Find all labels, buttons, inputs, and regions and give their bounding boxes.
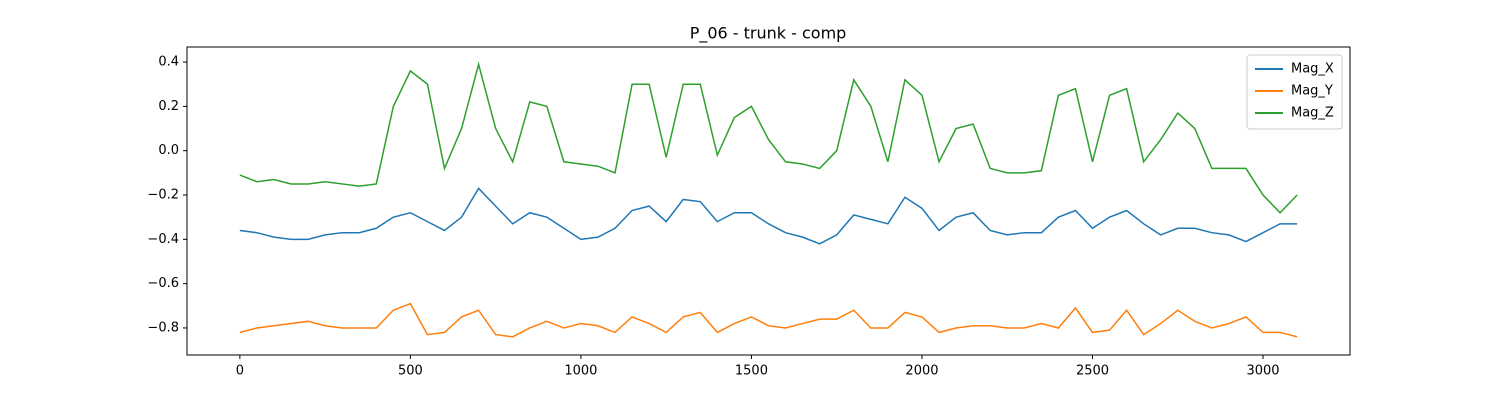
y-tick-label: 0.4	[158, 55, 179, 70]
y-tick-label: −0.6	[147, 276, 179, 291]
legend-label: Mag_Z	[1291, 106, 1334, 121]
x-tick-label: 500	[398, 364, 423, 379]
series-line	[239, 187, 1298, 245]
y-tick-label: 0.2	[158, 99, 179, 114]
x-tick-label: 2000	[905, 364, 938, 379]
series-line	[239, 61, 1298, 214]
chart-title: P_06 - trunk - comp	[690, 24, 847, 44]
series-line	[239, 302, 1298, 338]
x-tick-label: 3000	[1246, 364, 1279, 379]
y-tick-label: −0.8	[147, 320, 179, 335]
y-tick-label: −0.4	[147, 232, 179, 247]
x-tick-label: 1000	[564, 364, 597, 379]
plot-frame	[186, 46, 1351, 356]
x-tick-label: 0	[236, 364, 244, 379]
x-tick-label: 1500	[735, 364, 768, 379]
legend-box	[1246, 54, 1343, 130]
y-tick-label: −0.2	[147, 188, 179, 203]
x-tick-label: 2500	[1076, 364, 1109, 379]
legend-label: Mag_Y	[1291, 84, 1333, 99]
legend-label: Mag_X	[1291, 62, 1334, 77]
y-tick-label: 0.0	[158, 143, 179, 158]
